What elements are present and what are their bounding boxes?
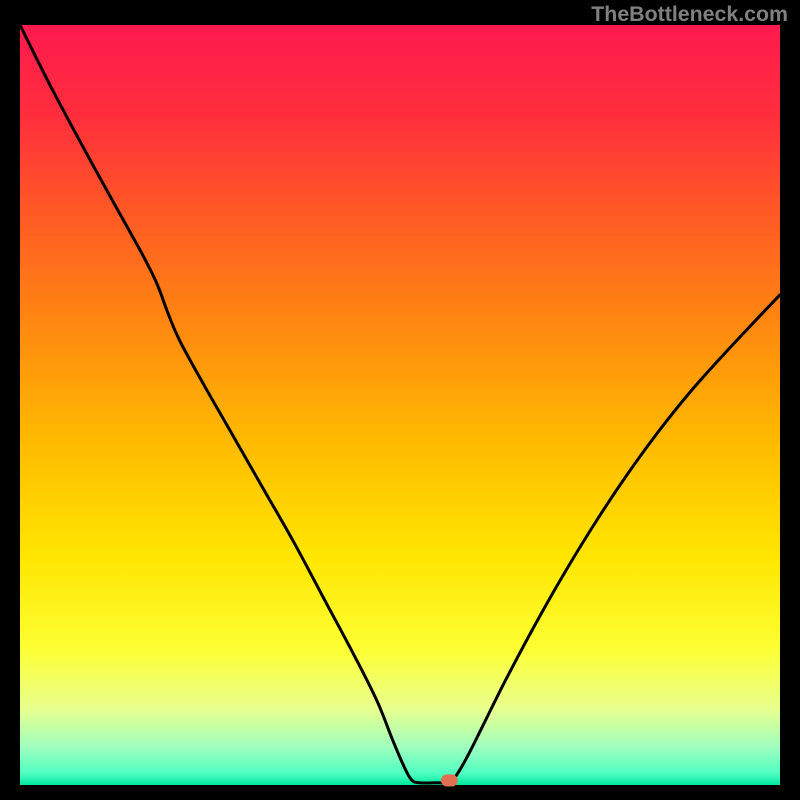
chart-container: TheBottleneck.com	[0, 0, 800, 800]
watermark-text: TheBottleneck.com	[591, 2, 788, 27]
minimum-marker	[441, 774, 458, 786]
plot-background	[20, 25, 780, 785]
bottleneck-chart	[0, 0, 800, 800]
